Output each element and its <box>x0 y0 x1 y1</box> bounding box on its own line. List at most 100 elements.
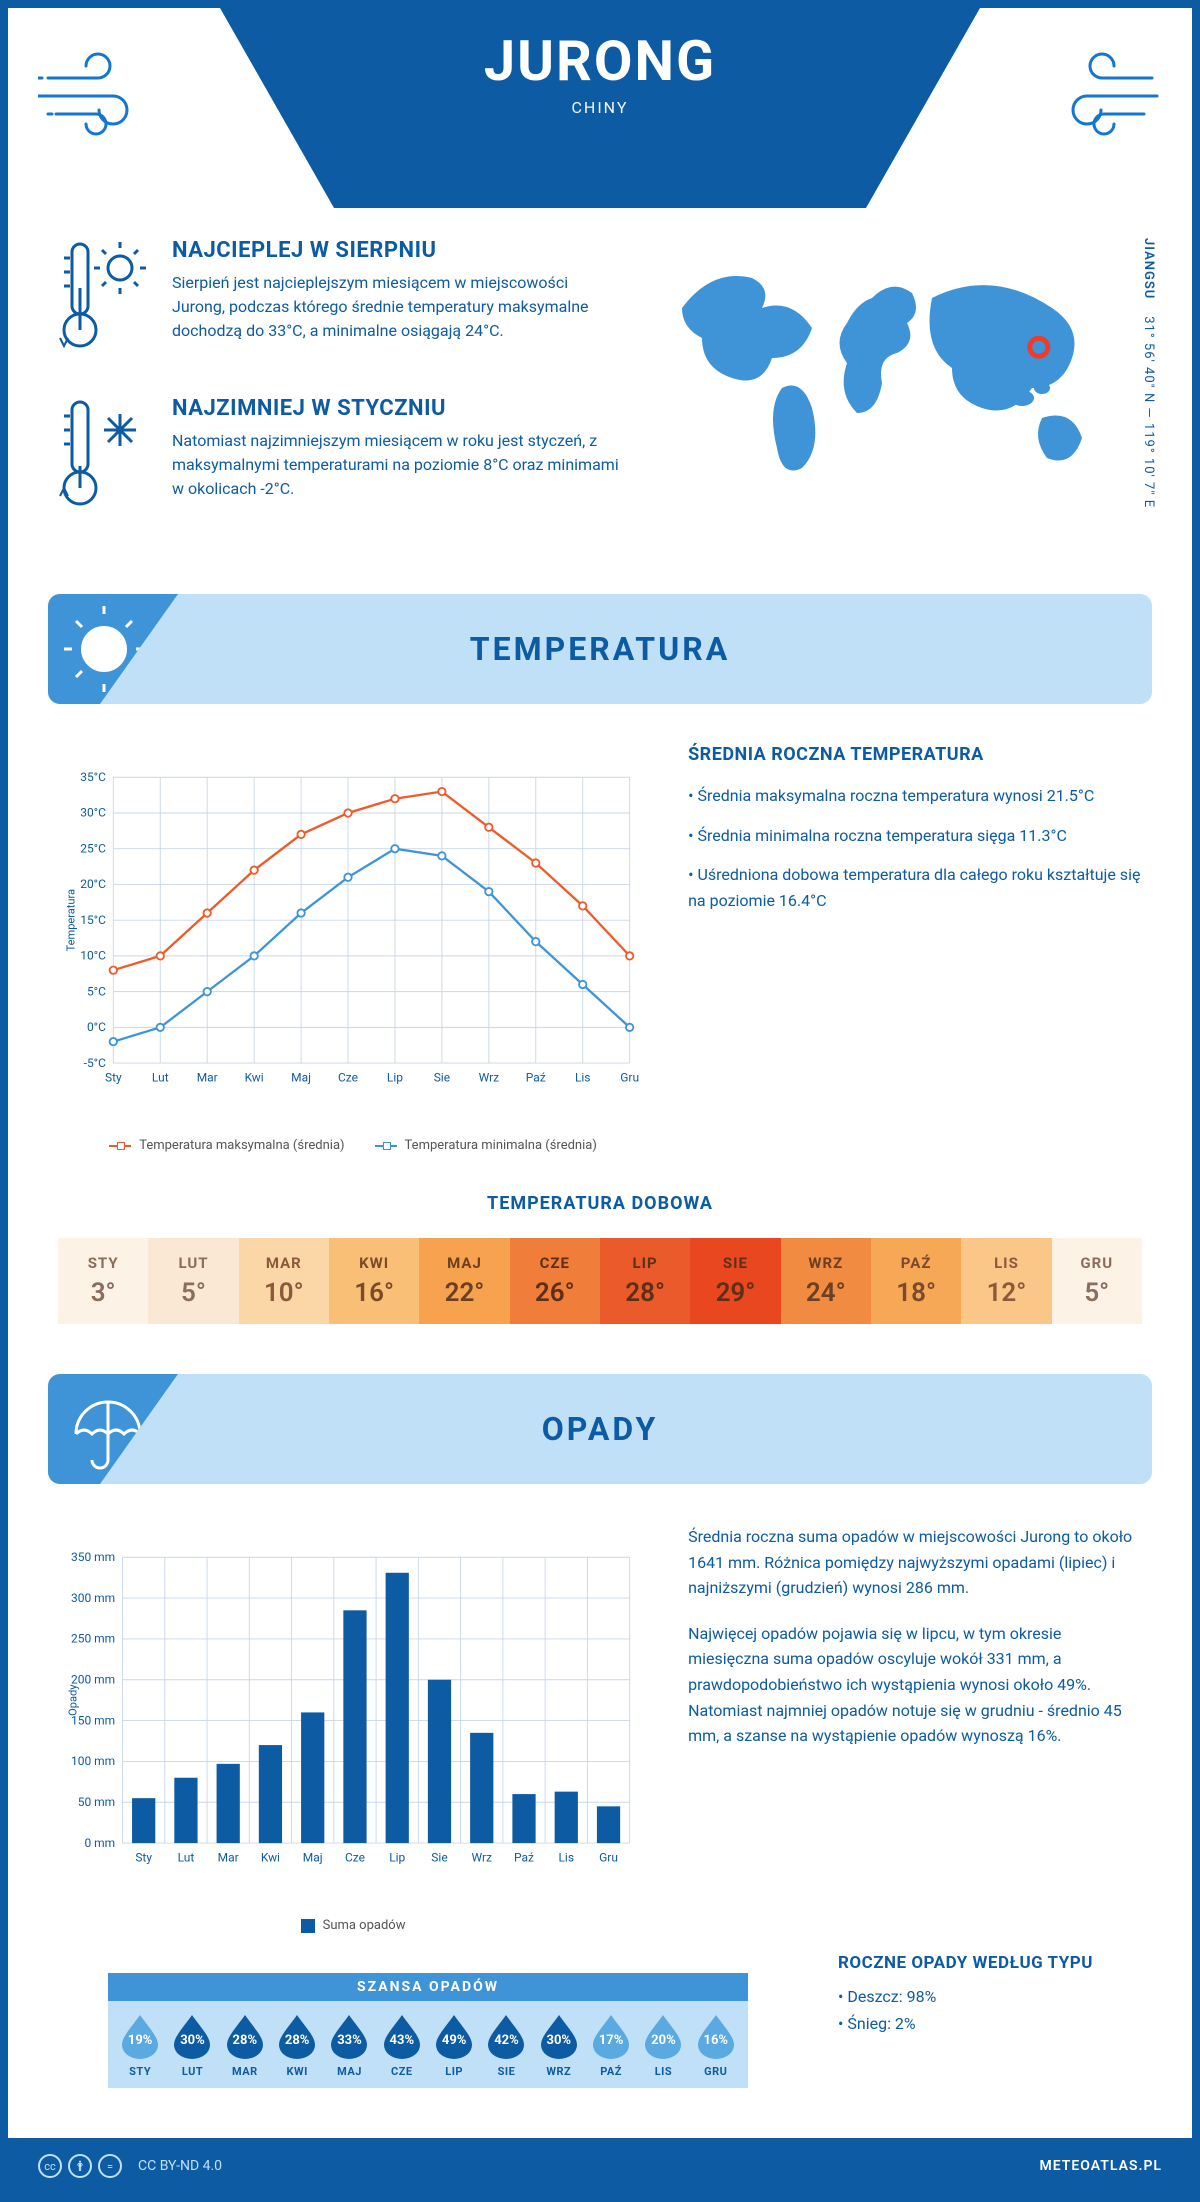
chance-title: SZANSA OPADÓW <box>108 1973 748 2001</box>
svg-text:Wrz: Wrz <box>471 1851 492 1865</box>
temp-legend: Temperatura maksymalna (średnia) Tempera… <box>58 1138 648 1153</box>
svg-text:250 mm: 250 mm <box>71 1632 115 1646</box>
precip-text-2: Najwięcej opadów pojawia się w lipcu, w … <box>688 1621 1142 1749</box>
site-name: METEOATLAS.PL <box>1039 2158 1162 2174</box>
svg-text:Temperatura: Temperatura <box>65 889 78 951</box>
coldest-text: Natomiast najzimniejszym miesiącem w rok… <box>172 429 622 501</box>
coordinates: JIANGSU 31° 56' 40" N — 119° 10' 7" E <box>1141 238 1156 508</box>
coldest-block: NAJZIMNIEJ W STYCZNIU Natomiast najzimni… <box>58 396 622 520</box>
footer: cc 🛉 = CC BY-ND 4.0 METEOATLAS.PL <box>8 2138 1192 2194</box>
section-header-opady: OPADY <box>48 1374 1152 1484</box>
daily-temp-title: TEMPERATURA DOBOWA <box>58 1193 1142 1214</box>
intro-section: NAJCIEPLEJ W SIERPNIU Sierpień jest najc… <box>8 208 1192 594</box>
svg-text:35°C: 35°C <box>80 770 106 784</box>
chance-cell: 43%CZE <box>376 2013 428 2078</box>
svg-text:Cze: Cze <box>345 1851 365 1865</box>
svg-text:Paź: Paź <box>526 1071 546 1085</box>
chance-cell: 19%STY <box>114 2013 166 2078</box>
title-banner: JURONG CHINY <box>220 8 980 208</box>
svg-text:200 mm: 200 mm <box>71 1672 115 1686</box>
svg-text:Sie: Sie <box>434 1071 450 1085</box>
daily-temp-cell: STY3° <box>58 1238 148 1324</box>
daily-temp-cell: CZE26° <box>510 1238 600 1324</box>
svg-text:0 mm: 0 mm <box>84 1836 115 1850</box>
world-map <box>662 238 1142 498</box>
svg-text:Lip: Lip <box>389 1851 405 1865</box>
legend-sum: Suma opadów <box>323 1918 406 1933</box>
precip-text-1: Średnia roczna suma opadów w miejscowośc… <box>688 1524 1142 1601</box>
daily-temp-cell: LUT5° <box>148 1238 238 1324</box>
wind-icon <box>1022 38 1162 138</box>
svg-text:30°C: 30°C <box>80 806 106 820</box>
temp-summary-item: • Średnia maksymalna roczna temperatura … <box>688 783 1142 809</box>
daily-temp-cell: LIP28° <box>600 1238 690 1324</box>
umbrella-icon <box>48 1374 178 1484</box>
svg-text:300 mm: 300 mm <box>71 1591 115 1605</box>
license-text: CC BY-ND 4.0 <box>138 2158 222 2174</box>
svg-text:50 mm: 50 mm <box>78 1795 115 1809</box>
temperature-chart: -5°C0°C5°C10°C15°C20°C25°C30°C35°CStyLut… <box>58 744 648 1153</box>
svg-text:Opady: Opady <box>66 1684 79 1716</box>
legend-max: Temperatura maksymalna (średnia) <box>139 1138 344 1153</box>
region: JIANGSU <box>1141 238 1156 299</box>
daily-temp-table: TEMPERATURA DOBOWA STY3°LUT5°MAR10°KWI16… <box>8 1193 1192 1374</box>
wind-icon <box>38 38 178 138</box>
by-icon: 🛉 <box>68 2154 92 2178</box>
svg-text:Cze: Cze <box>338 1071 358 1085</box>
svg-text:10°C: 10°C <box>80 949 106 963</box>
svg-text:Paź: Paź <box>514 1851 534 1865</box>
daily-temp-cell: LIS12° <box>961 1238 1051 1324</box>
svg-text:350 mm: 350 mm <box>71 1550 115 1564</box>
svg-text:5°C: 5°C <box>87 984 106 998</box>
thermometer-snow-icon <box>58 396 148 520</box>
svg-text:Sty: Sty <box>105 1071 122 1085</box>
daily-temp-cell: MAR10° <box>239 1238 329 1324</box>
temp-summary-item: • Uśredniona dobowa temperatura dla całe… <box>688 862 1142 913</box>
hottest-text: Sierpień jest najcieplejszym miesiącem w… <box>172 271 622 343</box>
svg-text:Gru: Gru <box>599 1851 618 1865</box>
temp-summary-item: • Średnia minimalna roczna temperatura s… <box>688 823 1142 849</box>
precipitation-chart: 0 mm50 mm100 mm150 mm200 mm250 mm300 mm3… <box>58 1524 648 1933</box>
chance-cell: 49%LIP <box>428 2013 480 2078</box>
chance-cell: 16%GRU <box>690 2013 742 2078</box>
precip-by-type: ROCZNE OPADY WEDŁUG TYPU • Deszcz: 98%• … <box>838 1953 1142 2037</box>
svg-text:Maj: Maj <box>303 1851 323 1865</box>
svg-text:15°C: 15°C <box>80 913 106 927</box>
chance-cell: 42%SIE <box>480 2013 532 2078</box>
svg-text:Maj: Maj <box>291 1071 311 1085</box>
daily-temp-cell: SIE29° <box>690 1238 780 1324</box>
header: JURONG CHINY <box>8 8 1192 208</box>
legend-min: Temperatura minimalna (średnia) <box>405 1138 597 1153</box>
svg-text:Gru: Gru <box>620 1071 639 1085</box>
svg-text:Lut: Lut <box>178 1851 195 1865</box>
svg-text:Kwi: Kwi <box>245 1071 264 1085</box>
svg-text:25°C: 25°C <box>80 841 106 855</box>
precipitation-chance-table: SZANSA OPADÓW 19%STY30%LUT28%MAR28%KWI33… <box>108 1973 748 2088</box>
daily-temp-cell: KWI16° <box>329 1238 419 1324</box>
precipitation-summary: Średnia roczna suma opadów w miejscowośc… <box>688 1524 1142 1933</box>
cc-icon: cc <box>38 2154 62 2178</box>
section-header-temperatura: TEMPERATURA <box>48 594 1152 704</box>
svg-text:Mar: Mar <box>218 1851 239 1865</box>
chance-cell: 30%WRZ <box>533 2013 585 2078</box>
chance-cell: 28%MAR <box>219 2013 271 2078</box>
svg-text:Mar: Mar <box>197 1071 218 1085</box>
latitude: 31° 56' 40" N <box>1141 316 1156 403</box>
svg-text:Sty: Sty <box>135 1851 152 1865</box>
sheet: JURONG CHINY <box>8 8 1192 2194</box>
chance-cell: 33%MAJ <box>323 2013 375 2078</box>
svg-text:-5°C: -5°C <box>84 1056 107 1070</box>
svg-text:Lis: Lis <box>558 1851 574 1865</box>
daily-temp-cell: MAJ22° <box>419 1238 509 1324</box>
chance-cell: 20%LIS <box>637 2013 689 2078</box>
svg-text:Lis: Lis <box>575 1071 591 1085</box>
thermometer-sun-icon <box>58 238 148 362</box>
daily-temp-cell: PAŹ18° <box>871 1238 961 1324</box>
hottest-title: NAJCIEPLEJ W SIERPNIU <box>172 238 622 263</box>
map-block: JIANGSU 31° 56' 40" N — 119° 10' 7" E <box>662 238 1142 554</box>
precip-type-title: ROCZNE OPADY WEDŁUG TYPU <box>838 1953 1142 1973</box>
chance-cell: 30%LUT <box>166 2013 218 2078</box>
temp-summary-title: ŚREDNIA ROCZNA TEMPERATURA <box>688 744 1142 765</box>
page: JURONG CHINY <box>0 0 1200 2202</box>
svg-text:20°C: 20°C <box>80 877 106 891</box>
